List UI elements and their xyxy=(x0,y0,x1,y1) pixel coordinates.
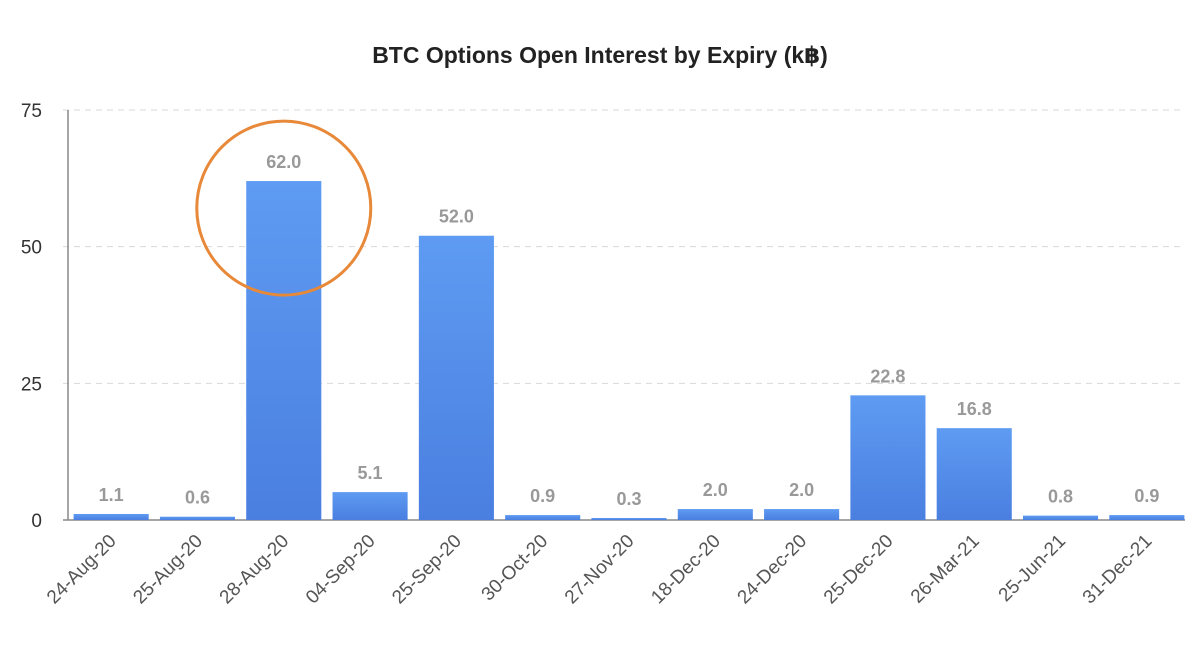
y-tick-label: 50 xyxy=(21,238,42,259)
bar-18-Dec-20 xyxy=(677,509,753,520)
axes xyxy=(63,110,1185,521)
y-tick-label: 0 xyxy=(31,511,42,532)
bar-25-Aug-20 xyxy=(159,516,236,520)
bar-25-Dec-20 xyxy=(850,395,926,520)
chart-title: BTC Options Open Interest by Expiry (k฿) xyxy=(372,42,828,68)
data-label: 0.9 xyxy=(530,486,555,506)
data-label: 0.8 xyxy=(1048,487,1073,507)
data-label: 0.9 xyxy=(1134,486,1159,506)
bar-25-Sep-20 xyxy=(418,235,494,520)
y-tick-label: 75 xyxy=(21,101,42,122)
bars xyxy=(73,181,1185,521)
data-label: 22.8 xyxy=(870,366,905,386)
data-label: 0.6 xyxy=(185,488,210,508)
bar-25-Jun-21 xyxy=(1022,515,1099,520)
x-tick-label: 18-Dec-20 xyxy=(647,531,725,609)
data-label: 0.3 xyxy=(616,489,641,509)
data-label: 1.1 xyxy=(99,485,124,505)
y-tick-label: 25 xyxy=(21,374,42,395)
x-tick-label: 27-Nov-20 xyxy=(561,531,639,609)
x-tick-label: 30-Oct-20 xyxy=(478,531,553,606)
tick-labels: 0 25 50 75 24-Aug-20 25-Aug-20 28-Aug-20 04-Sep… xyxy=(21,101,1157,608)
bar-24-Dec-20 xyxy=(764,509,840,520)
bar-04-Sep-20 xyxy=(332,492,408,520)
data-label: 2.0 xyxy=(703,480,728,500)
x-tick-label: 28-Aug-20 xyxy=(216,531,294,609)
bar-28-Aug-20 xyxy=(246,181,322,521)
data-label: 16.8 xyxy=(957,399,992,419)
highlight-annotation xyxy=(195,119,373,297)
x-tick-label: 25-Jun-21 xyxy=(995,531,1070,606)
data-label: 2.0 xyxy=(789,480,814,500)
x-tick-label: 25-Sep-20 xyxy=(388,531,466,609)
bar-31-Dec-21 xyxy=(1109,515,1185,520)
bar-24-Aug-20 xyxy=(73,513,149,520)
bar-26-Mar-21 xyxy=(936,428,1012,520)
data-labels: 1.1 0.6 62.0 5.1 52.0 0.9 0.3 2.0 2.0 22.8 16.8 0.8… xyxy=(99,152,1160,509)
bar-30-Oct-20 xyxy=(505,515,581,520)
data-label: 62.0 xyxy=(266,152,301,172)
data-label: 52.0 xyxy=(439,207,474,227)
x-tick-label: 25-Aug-20 xyxy=(129,531,207,609)
bar-27-Nov-20 xyxy=(591,518,667,520)
x-tick-label: 04-Sep-20 xyxy=(302,531,380,609)
x-tick-label: 25-Dec-20 xyxy=(820,531,898,609)
x-tick-label: 24-Dec-20 xyxy=(734,531,812,609)
highlight-circle xyxy=(195,119,373,297)
x-tick-label: 24-Aug-20 xyxy=(43,531,121,609)
data-label: 5.1 xyxy=(358,463,383,483)
x-tick-label: 31-Dec-21 xyxy=(1079,531,1157,609)
grid-lines xyxy=(63,109,1185,384)
x-tick-label: 26-Mar-21 xyxy=(907,531,984,608)
